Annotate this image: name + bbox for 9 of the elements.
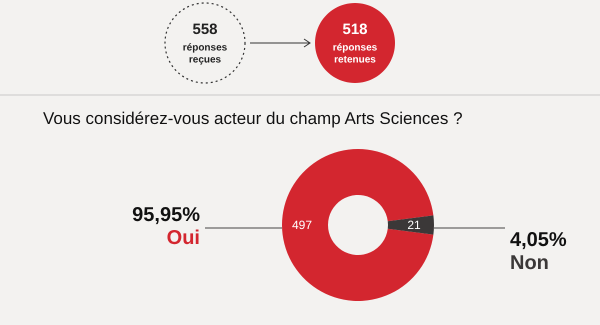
data-label: 95,95% — [132, 204, 200, 226]
chart-title: Vous considérez-vous acteur du champ Arts Sciences ? — [43, 109, 463, 128]
slice-label: Non — [510, 252, 549, 274]
slice-label: Oui — [166, 227, 200, 249]
text: 558 réponses reçues — [182, 21, 228, 66]
data-label: 4,05% — [510, 229, 567, 251]
text: 21 — [407, 218, 421, 232]
text: 497 — [292, 218, 312, 232]
text: 518 réponses retenues — [332, 21, 378, 66]
